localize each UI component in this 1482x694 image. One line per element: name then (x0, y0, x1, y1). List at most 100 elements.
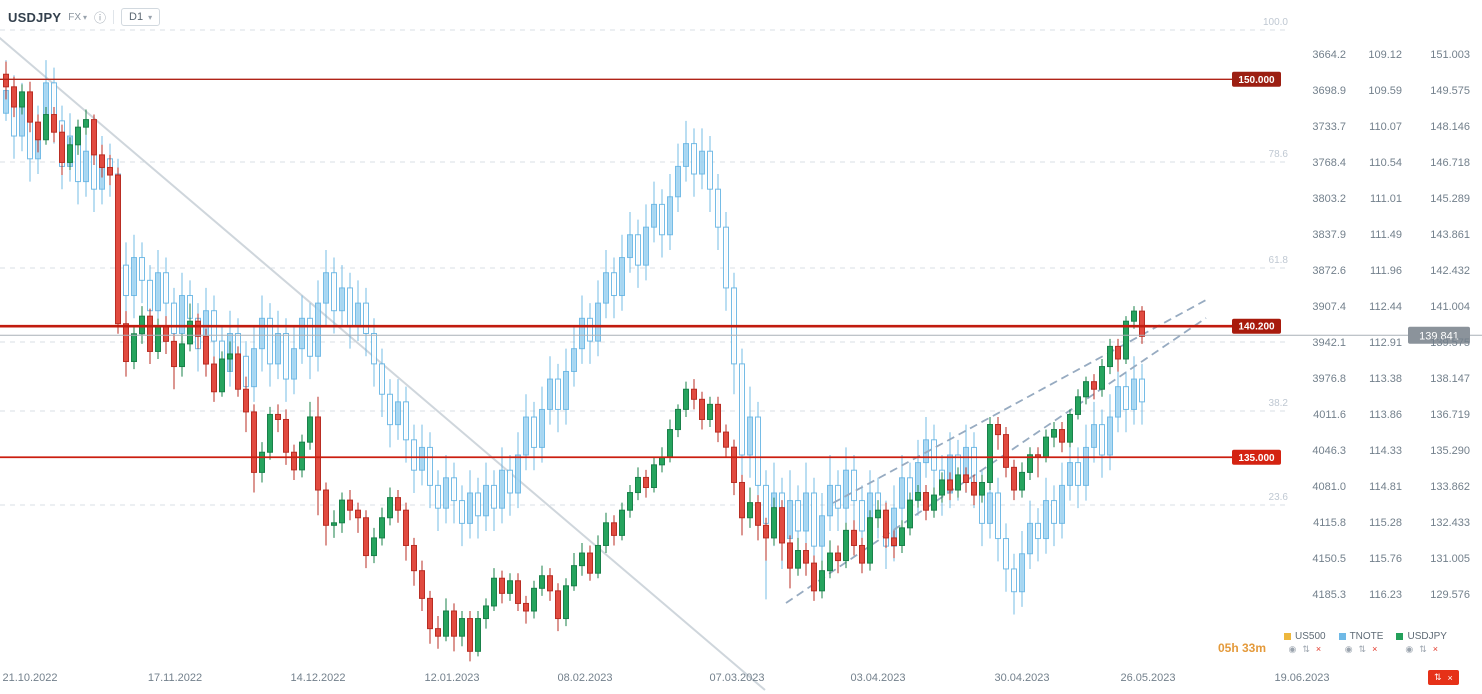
price-axis-label[interactable]: 4081.0 (1312, 481, 1346, 493)
date-label[interactable]: 14.12.2022 (290, 672, 345, 684)
scale-icon[interactable]: ⇅ (1302, 644, 1310, 654)
fib-label: 61.8 (1269, 255, 1289, 266)
market-selector[interactable]: FX ▾ (68, 12, 87, 23)
price-axis-label[interactable]: 3698.9 (1312, 85, 1346, 97)
close-icon[interactable]: × (1315, 644, 1322, 654)
info-icon[interactable]: ⓘ (94, 10, 107, 25)
tnote-candle (843, 469, 849, 509)
tnote-candle (483, 484, 489, 517)
scale-icon[interactable]: ⇅ (1419, 644, 1427, 654)
price-axis-label[interactable]: 114.81 (1369, 481, 1402, 493)
tnote-candle (139, 257, 145, 281)
price-axis-label[interactable]: 4115.8 (1313, 517, 1346, 529)
price-axis-label[interactable]: 113.86 (1369, 409, 1402, 421)
legend-item-usdjpy[interactable]: USDJPY ◉ ⇅ × (1396, 631, 1447, 654)
price-axis-label[interactable]: 3872.6 (1312, 265, 1346, 277)
legend-item-tnote[interactable]: TNOTE ◉ ⇅ × (1338, 631, 1383, 654)
price-axis-label[interactable]: 3976.8 (1312, 373, 1346, 385)
usdjpy-candle (363, 517, 369, 557)
price-axis-label[interactable]: 148.146 (1430, 121, 1470, 133)
usdjpy-candle (19, 91, 25, 108)
visibility-icon[interactable]: ◉ (1288, 644, 1297, 654)
tnote-candle (755, 416, 761, 486)
usdjpy-candle (251, 411, 257, 473)
price-axis-label[interactable]: 112.91 (1369, 337, 1402, 349)
tnote-candle (315, 302, 321, 357)
price-axis-label[interactable]: 3733.7 (1312, 121, 1346, 133)
price-axis-label[interactable]: 4011.6 (1313, 409, 1346, 421)
usdjpy-candle (979, 481, 985, 496)
visibility-icon[interactable]: ◉ (1344, 644, 1353, 654)
usdjpy-candle (827, 552, 833, 572)
usdjpy-candle (851, 529, 857, 546)
price-axis-label[interactable]: 3837.9 (1312, 229, 1346, 241)
date-label[interactable]: 21.10.2022 (2, 672, 57, 684)
price-axis-label[interactable]: 111.49 (1370, 229, 1402, 241)
price-axis-label[interactable]: 149.575 (1430, 85, 1470, 97)
tnote-candle (371, 332, 377, 365)
date-label[interactable]: 07.03.2023 (709, 672, 764, 684)
price-axis-label[interactable]: 132.433 (1430, 517, 1470, 529)
price-axis-label[interactable]: 116.23 (1369, 589, 1402, 601)
price-axis-label[interactable]: 145.289 (1430, 193, 1470, 205)
price-axis-label[interactable]: 3907.4 (1312, 301, 1346, 313)
price-axis-label[interactable]: 129.576 (1430, 589, 1470, 601)
price-axis-label[interactable]: 111.01 (1370, 193, 1402, 205)
scale-icon[interactable]: ⇅ (1358, 644, 1367, 654)
price-axis-label[interactable]: 143.861 (1430, 229, 1470, 241)
price-axis-label[interactable]: 131.005 (1430, 553, 1470, 565)
date-label[interactable]: 03.04.2023 (850, 672, 905, 684)
usdjpy-candle (379, 517, 385, 539)
usdjpy-candle (899, 527, 905, 546)
price-axis-label[interactable]: 113.38 (1369, 373, 1402, 385)
price-axis-label[interactable]: 4046.3 (1312, 445, 1346, 457)
date-label[interactable]: 30.04.2023 (994, 672, 1049, 684)
price-axis-label[interactable]: 114.33 (1369, 445, 1402, 457)
instrument-bar: USDJPY FX ▾ ⓘ D1 ▾ (8, 8, 161, 26)
usdjpy-candle (907, 499, 913, 529)
price-axis-label[interactable]: 142.432 (1430, 265, 1470, 277)
usdjpy-candle (619, 509, 625, 536)
price-axis-label[interactable]: 139.575 (1430, 337, 1470, 349)
price-axis-label[interactable]: 3942.1 (1312, 337, 1346, 349)
price-axis-label[interactable]: 110.07 (1369, 121, 1402, 133)
date-label[interactable]: 08.02.2023 (557, 672, 612, 684)
channel-lower-line[interactable] (785, 317, 1207, 604)
tnote-candle (419, 446, 425, 471)
close-icon[interactable]: × (1372, 644, 1378, 654)
price-axis-label[interactable]: 115.28 (1369, 517, 1402, 529)
date-label[interactable]: 12.01.2023 (424, 672, 479, 684)
usdjpy-candle (739, 481, 745, 519)
price-axis-label[interactable]: 3803.2 (1312, 193, 1346, 205)
price-axis-label[interactable]: 109.59 (1368, 85, 1402, 97)
price-axis-label[interactable]: 4185.3 (1312, 589, 1346, 601)
price-axis-label[interactable]: 151.003 (1430, 49, 1470, 61)
tnote-candle (1011, 568, 1017, 593)
price-axis-label[interactable]: 138.147 (1430, 373, 1470, 385)
price-axis-label[interactable]: 135.290 (1430, 445, 1470, 457)
price-axis-label[interactable]: 111.96 (1370, 265, 1402, 277)
price-axis-label[interactable]: 4150.5 (1312, 553, 1346, 565)
price-axis-label[interactable]: 141.004 (1430, 301, 1470, 313)
price-axis-label[interactable]: 136.719 (1430, 409, 1470, 421)
active-instrument-badge[interactable]: ⇅ × (1428, 670, 1459, 685)
date-label[interactable]: 17.11.2022 (148, 672, 202, 684)
price-axis-label[interactable]: 112.44 (1369, 301, 1402, 313)
price-axis-label[interactable]: 146.718 (1430, 157, 1470, 169)
date-label[interactable]: 26.05.2023 (1120, 672, 1175, 684)
date-label[interactable]: 19.06.2023 (1274, 672, 1329, 684)
usdjpy-candle (1139, 310, 1145, 337)
price-axis-label[interactable]: 3664.2 (1312, 49, 1346, 61)
visibility-icon[interactable]: ◉ (1405, 644, 1414, 654)
usdjpy-candle (67, 144, 73, 163)
price-axis-label[interactable]: 133.862 (1430, 481, 1470, 493)
price-axis-label[interactable]: 3768.4 (1312, 157, 1346, 169)
price-axis-label[interactable]: 109.12 (1368, 49, 1402, 61)
price-axis-label[interactable]: 115.76 (1369, 553, 1402, 565)
timeframe-selector[interactable]: D1 ▾ (121, 8, 161, 26)
usdjpy-candle (1131, 310, 1137, 322)
close-icon[interactable]: × (1432, 644, 1439, 654)
legend-item-us500[interactable]: US500 ◉ ⇅ × (1284, 631, 1326, 654)
price-axis-label[interactable]: 110.54 (1369, 157, 1402, 169)
